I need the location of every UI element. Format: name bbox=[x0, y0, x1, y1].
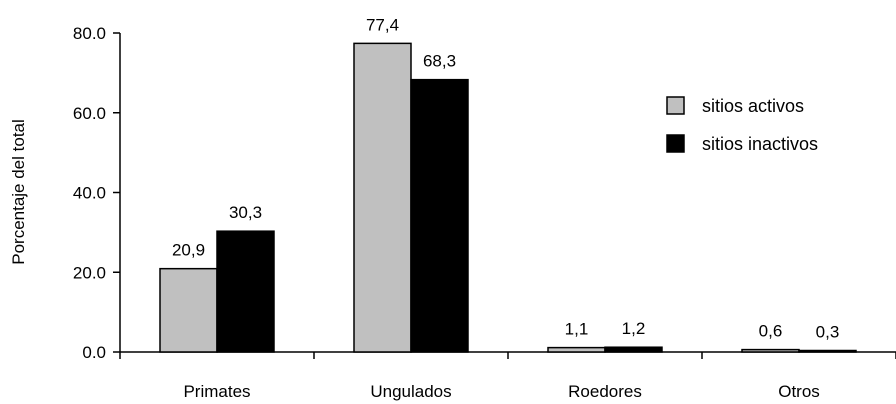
bar bbox=[216, 230, 275, 353]
legend-swatch bbox=[666, 134, 685, 153]
data-label: 0,6 bbox=[759, 322, 783, 341]
legend-label: sitios activos bbox=[702, 96, 804, 116]
x-tick-label: Primates bbox=[183, 382, 250, 401]
x-tick-label: Roedores bbox=[568, 382, 642, 401]
x-axis: Primates Ungulados Roedores Otros bbox=[119, 351, 896, 401]
y-tick-label: 20.0 bbox=[73, 263, 106, 282]
bar bbox=[604, 346, 663, 353]
y-axis: 0.0 20.0 40.0 60.0 80.0 bbox=[73, 24, 121, 362]
bar bbox=[741, 348, 800, 353]
y-tick-label: 80.0 bbox=[73, 24, 106, 43]
data-label: 30,3 bbox=[229, 203, 262, 222]
legend: sitios activos sitios inactivos bbox=[666, 96, 818, 154]
bar bbox=[798, 349, 857, 353]
data-label: 68,3 bbox=[423, 52, 456, 71]
legend-swatch bbox=[666, 96, 685, 115]
bars bbox=[159, 42, 857, 353]
x-tick-label: Otros bbox=[778, 382, 820, 401]
data-label: 1,1 bbox=[565, 320, 589, 339]
y-tick-label: 60.0 bbox=[73, 104, 106, 123]
x-tick-label: Ungulados bbox=[370, 382, 451, 401]
y-axis-title: Porcentaje del total bbox=[9, 119, 28, 265]
bar bbox=[159, 267, 218, 353]
data-labels: 20,9 30,3 77,4 68,3 1,1 1,2 0,6 0,3 bbox=[172, 15, 839, 341]
data-label: 77,4 bbox=[366, 15, 399, 34]
bar bbox=[353, 42, 412, 353]
data-label: 1,2 bbox=[622, 319, 646, 338]
legend-label: sitios inactivos bbox=[702, 134, 818, 154]
bar bbox=[547, 346, 606, 353]
data-label: 0,3 bbox=[816, 323, 840, 342]
data-label: 20,9 bbox=[172, 241, 205, 260]
y-tick-label: 40.0 bbox=[73, 184, 106, 203]
bar bbox=[410, 78, 469, 353]
y-tick-label: 0.0 bbox=[82, 343, 106, 362]
